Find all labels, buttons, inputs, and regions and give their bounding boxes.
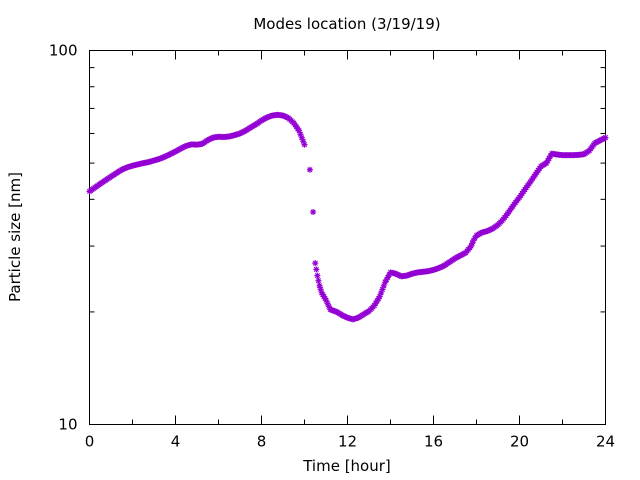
- data-points: [86, 111, 609, 323]
- data-point: [315, 277, 322, 284]
- data-point: [378, 289, 385, 296]
- x-axis-label: Time [hour]: [302, 457, 391, 475]
- data-point: [314, 272, 321, 279]
- y-axis-label: Particle size [nm]: [6, 172, 24, 302]
- x-tick-label: 16: [424, 433, 443, 451]
- plot-frame: [89, 50, 606, 425]
- x-tick-label: 0: [85, 433, 95, 451]
- data-point: [301, 141, 308, 148]
- axis-ticks: 0 4 8 12 16 20 24 10 100: [49, 42, 615, 451]
- x-tick-label: 12: [338, 433, 357, 451]
- chart-title: Modes location (3/19/19): [253, 15, 440, 33]
- x-tick-label: 8: [257, 433, 267, 451]
- x-tick-label: 20: [510, 433, 529, 451]
- y-tick-label: 10: [58, 416, 77, 434]
- data-point: [312, 260, 319, 267]
- data-point: [310, 208, 317, 215]
- y-tick-label: 100: [49, 42, 78, 60]
- data-point: [306, 166, 313, 173]
- x-tick-label: 24: [596, 433, 615, 451]
- data-point: [602, 134, 609, 141]
- data-point: [313, 266, 320, 273]
- x-tick-label: 4: [171, 433, 181, 451]
